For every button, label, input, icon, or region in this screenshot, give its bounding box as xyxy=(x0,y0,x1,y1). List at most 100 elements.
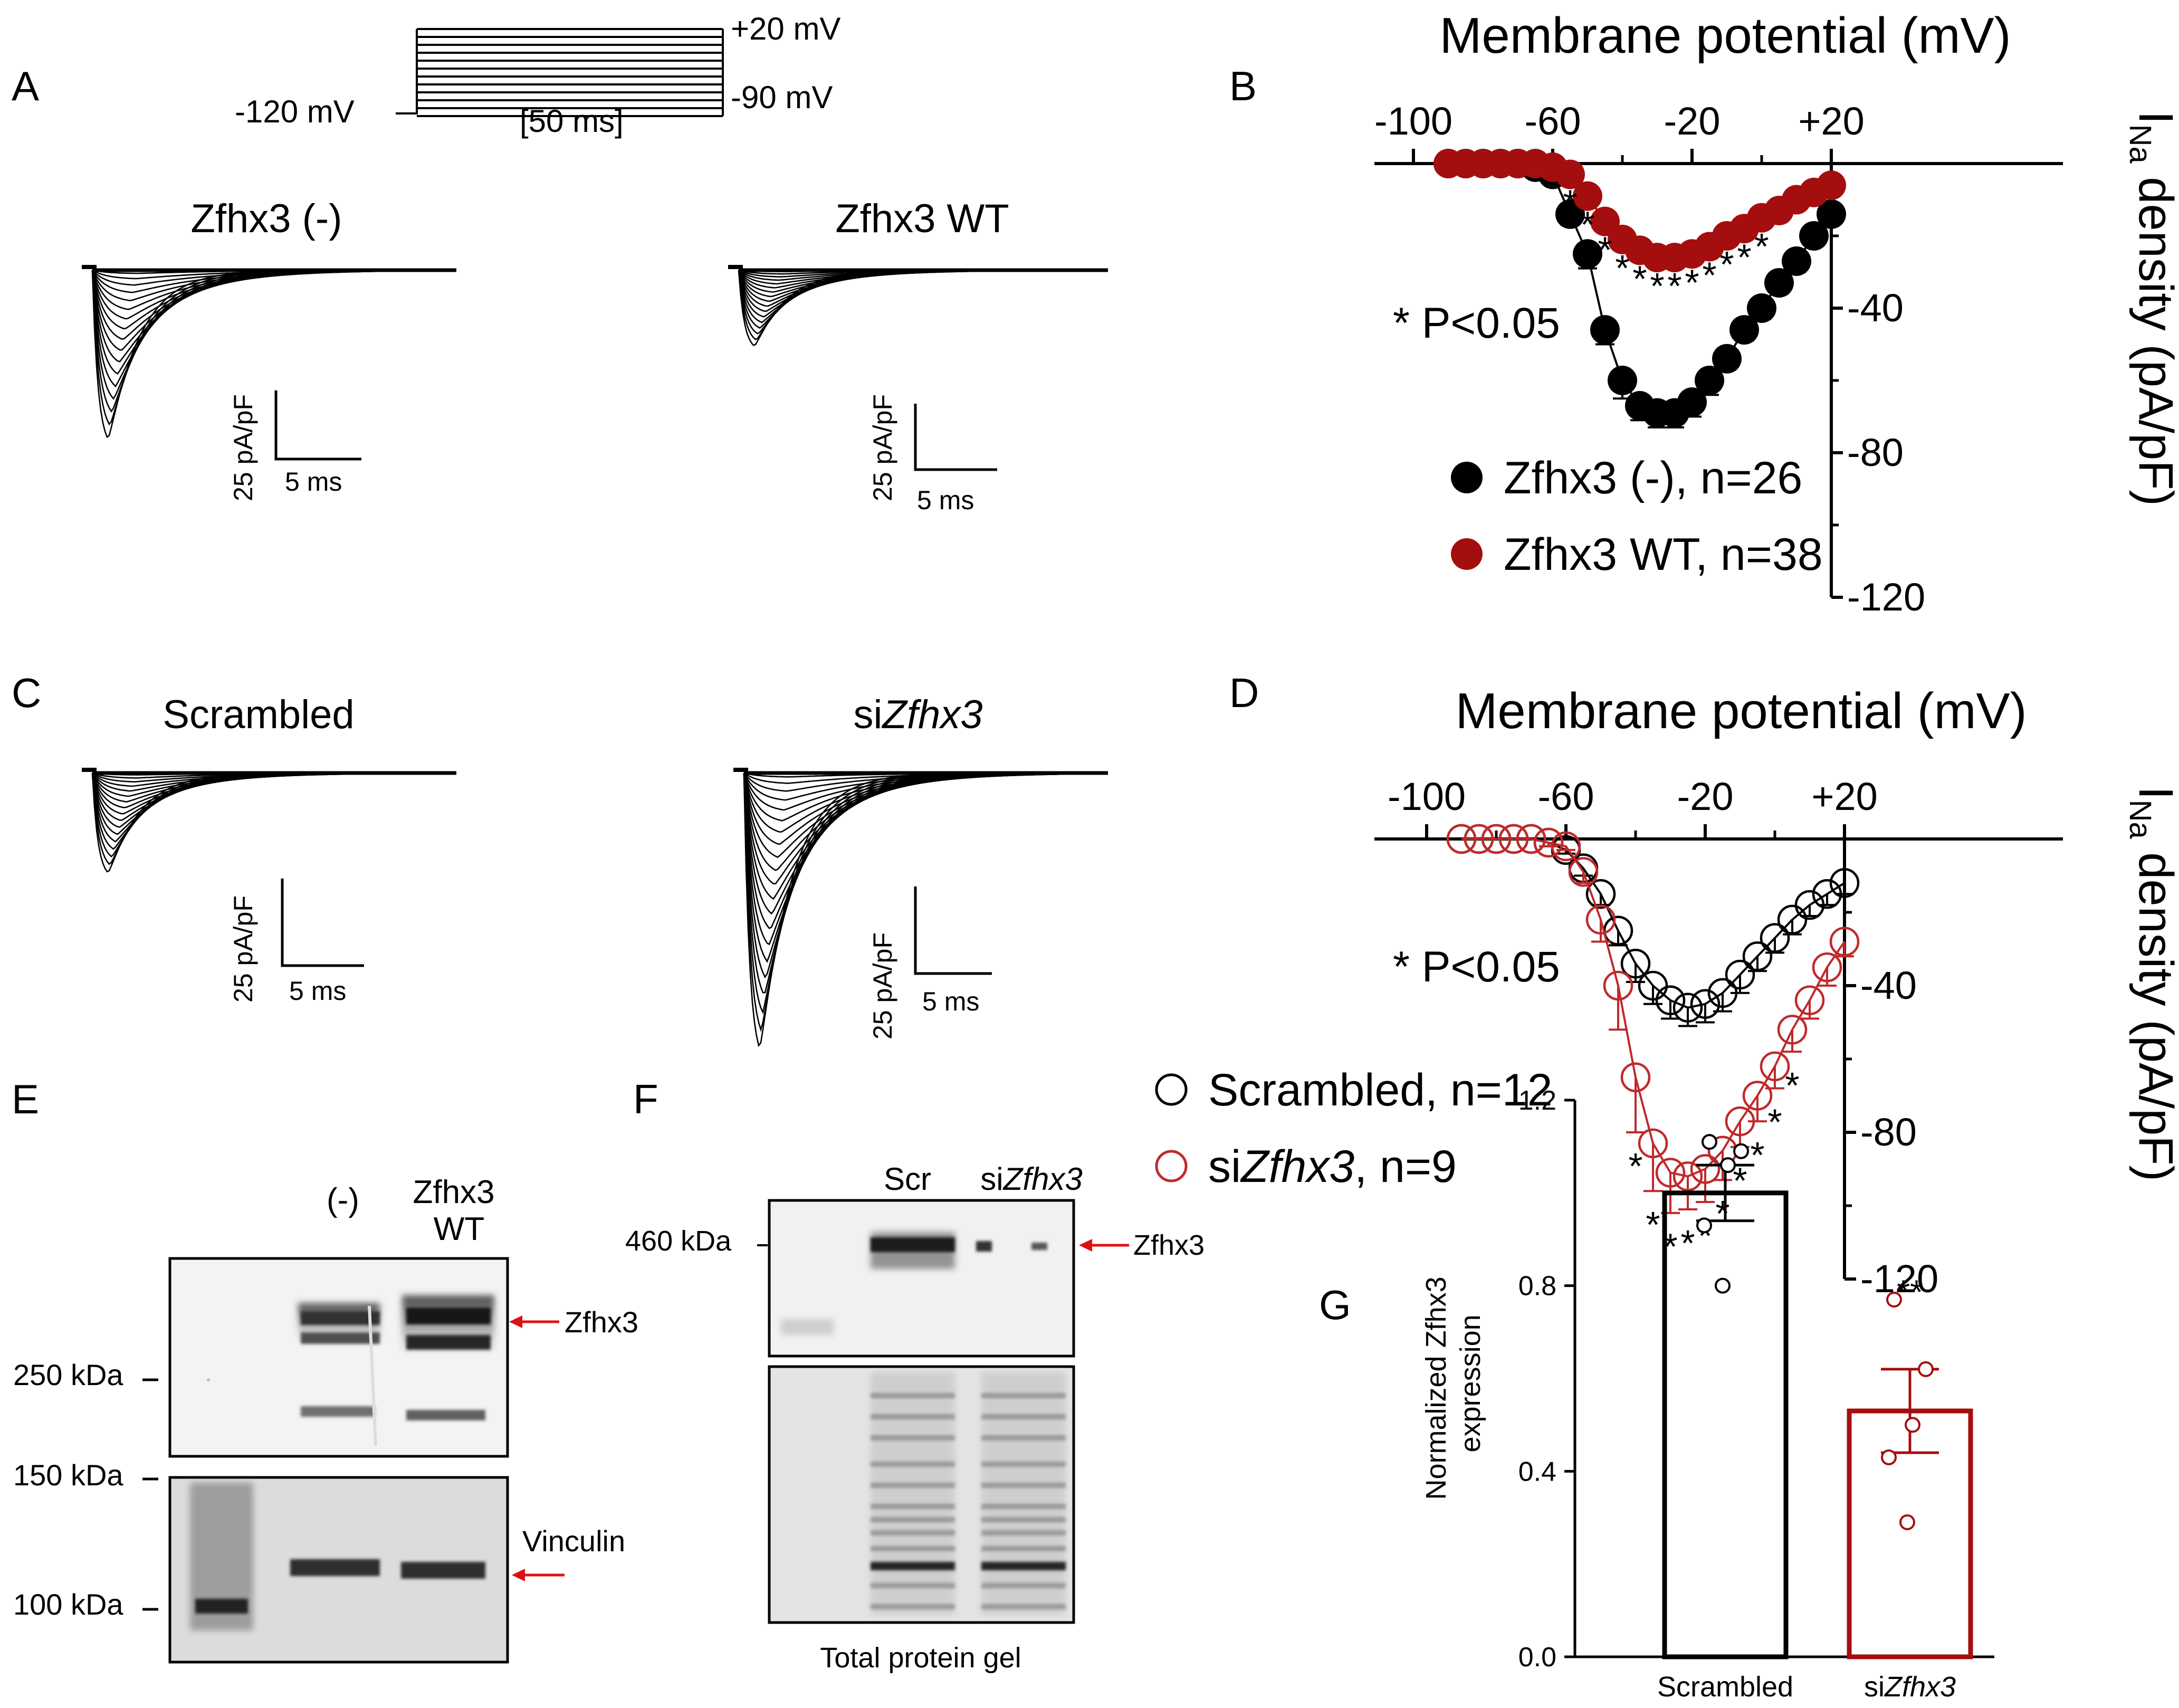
data-point xyxy=(1620,1062,1651,1092)
y-tick-label: 0.8 xyxy=(1518,1271,1556,1302)
current-trace xyxy=(91,269,455,426)
lane-label-wt: WT xyxy=(434,1211,484,1247)
protocol-duration-label: [50 ms] xyxy=(520,103,624,139)
data-point xyxy=(1817,170,1846,201)
gel-band xyxy=(871,1462,955,1467)
gel-band xyxy=(871,1414,955,1419)
current-trace xyxy=(743,772,1107,994)
y-tick-label: -120 xyxy=(1860,1257,1938,1301)
data-point xyxy=(1794,985,1825,1016)
dust xyxy=(207,1378,210,1381)
data-point xyxy=(1446,824,1477,854)
y-tick-label: -40 xyxy=(1847,286,1904,330)
y-tick-label: -120 xyxy=(1847,575,1925,619)
current-traces xyxy=(82,768,456,873)
data-point xyxy=(1695,366,1724,395)
x-tick-label: Scrambled xyxy=(1657,1671,1793,1703)
panel-label-a: A xyxy=(12,63,39,109)
x-tick-label: -60 xyxy=(1538,775,1594,818)
significance-note: * P<0.05 xyxy=(1393,943,1560,991)
protocol-hold-label: -120 mV xyxy=(235,94,355,129)
data-point xyxy=(1794,890,1825,920)
chart-title: Membrane potential (mV) xyxy=(1439,7,2011,64)
scale-x-label: 5 ms xyxy=(285,467,342,497)
data-point xyxy=(1777,904,1808,935)
scale-y-label: 25 pA/pF xyxy=(228,394,258,501)
gel-band xyxy=(981,1517,1066,1522)
gel-lane xyxy=(981,1372,1066,1615)
legend-marker xyxy=(1451,462,1483,493)
significance-star: * xyxy=(1598,230,1612,271)
legend-label: Scrambled, n=12 xyxy=(1208,1065,1553,1115)
gel-band xyxy=(981,1546,1066,1551)
gel-lane xyxy=(871,1372,955,1615)
data-point xyxy=(1655,1158,1686,1188)
gel-band xyxy=(871,1483,955,1488)
gel-lanes xyxy=(871,1372,1066,1615)
data-point xyxy=(1905,1417,1920,1433)
protocol-top-label: +20 mV xyxy=(731,11,840,46)
gel-band xyxy=(871,1393,955,1398)
scale-bar: 25 pA/pF 5 ms xyxy=(228,390,361,501)
data-point xyxy=(1742,1081,1773,1111)
significance-star: * xyxy=(1667,265,1681,307)
data-point xyxy=(1707,978,1738,1008)
trace-title: Zfhx3 WT xyxy=(835,196,1009,241)
scale-x-label: 5 ms xyxy=(917,485,974,515)
current-trace xyxy=(743,772,1107,915)
gel-band xyxy=(981,1483,1066,1488)
gel-band xyxy=(981,1435,1066,1440)
data-point xyxy=(1812,879,1842,909)
data-point xyxy=(1720,1157,1736,1173)
legend-label: Zfhx3 (-), n=26 xyxy=(1504,453,1802,503)
x-tick-label: -60 xyxy=(1525,99,1581,143)
red-arrow-icon xyxy=(509,1315,559,1328)
significance-star: * xyxy=(1715,1193,1729,1234)
data-point xyxy=(1673,1161,1703,1191)
data-point xyxy=(1799,221,1829,251)
data-point xyxy=(1608,366,1637,395)
data-point xyxy=(1712,343,1742,374)
current-traces xyxy=(733,768,1108,1047)
significance-star: * xyxy=(1563,183,1577,224)
data-point xyxy=(1829,868,1860,898)
faint-band xyxy=(781,1319,834,1335)
protocol-hold-line xyxy=(396,29,418,114)
data-point xyxy=(1498,824,1529,854)
panel-label-g: G xyxy=(1319,1282,1351,1328)
data-point xyxy=(1782,246,1811,276)
data-point xyxy=(1603,970,1633,1001)
y-tick-label: -40 xyxy=(1860,963,1917,1007)
x-tick-label: +20 xyxy=(1811,775,1878,818)
data-point xyxy=(1812,952,1842,982)
iv-chart-b: Membrane potential (mV) -100 -60 -20 +20 -40 -… xyxy=(1374,7,2179,619)
data-point xyxy=(1690,989,1721,1019)
data-point xyxy=(1516,824,1546,854)
significance-star: * xyxy=(1750,1134,1764,1176)
significance-star: * xyxy=(1702,255,1716,296)
data-point xyxy=(1725,1106,1755,1137)
gel-band xyxy=(871,1604,955,1609)
gel-band xyxy=(981,1504,1066,1509)
current-trace xyxy=(91,270,455,351)
vinculin-band xyxy=(290,1559,380,1576)
legend-label: siZfhx3, n=9 xyxy=(1208,1141,1457,1192)
data-point xyxy=(1899,1514,1915,1531)
western-blot-e: (-) Zfhx3 WT 250 kDa 150 kDa 100 kDa Zfh… xyxy=(13,1174,638,1664)
y-axis-label: INa density (pA/pF) xyxy=(2123,786,2179,1181)
band xyxy=(871,1237,955,1252)
data-point xyxy=(1725,959,1755,990)
legend-label: Zfhx3 WT, n=38 xyxy=(1504,529,1823,580)
arrow-label-zfhx3: Zfhx3 xyxy=(565,1305,638,1339)
red-arrow-icon xyxy=(512,1569,565,1581)
panel-label-d: D xyxy=(1229,670,1259,716)
current-trace xyxy=(743,772,1107,900)
current-trace xyxy=(738,269,1108,341)
significance-star: * xyxy=(1632,258,1647,299)
gel-band xyxy=(871,1504,955,1509)
significance-star: * xyxy=(1767,1101,1782,1142)
legend-marker xyxy=(1155,1150,1188,1182)
current-traces xyxy=(728,265,1108,346)
data-point xyxy=(1638,970,1668,1001)
legend-marker xyxy=(1451,538,1483,570)
